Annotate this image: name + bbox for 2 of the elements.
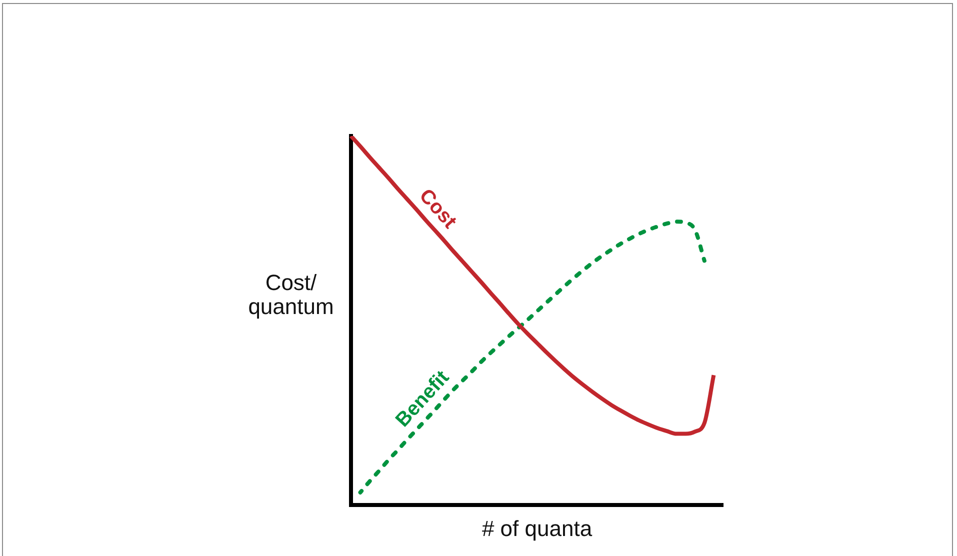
x-axis-title: # of quanta	[482, 516, 593, 542]
y-axis-title: Cost/ quantum	[247, 270, 335, 319]
